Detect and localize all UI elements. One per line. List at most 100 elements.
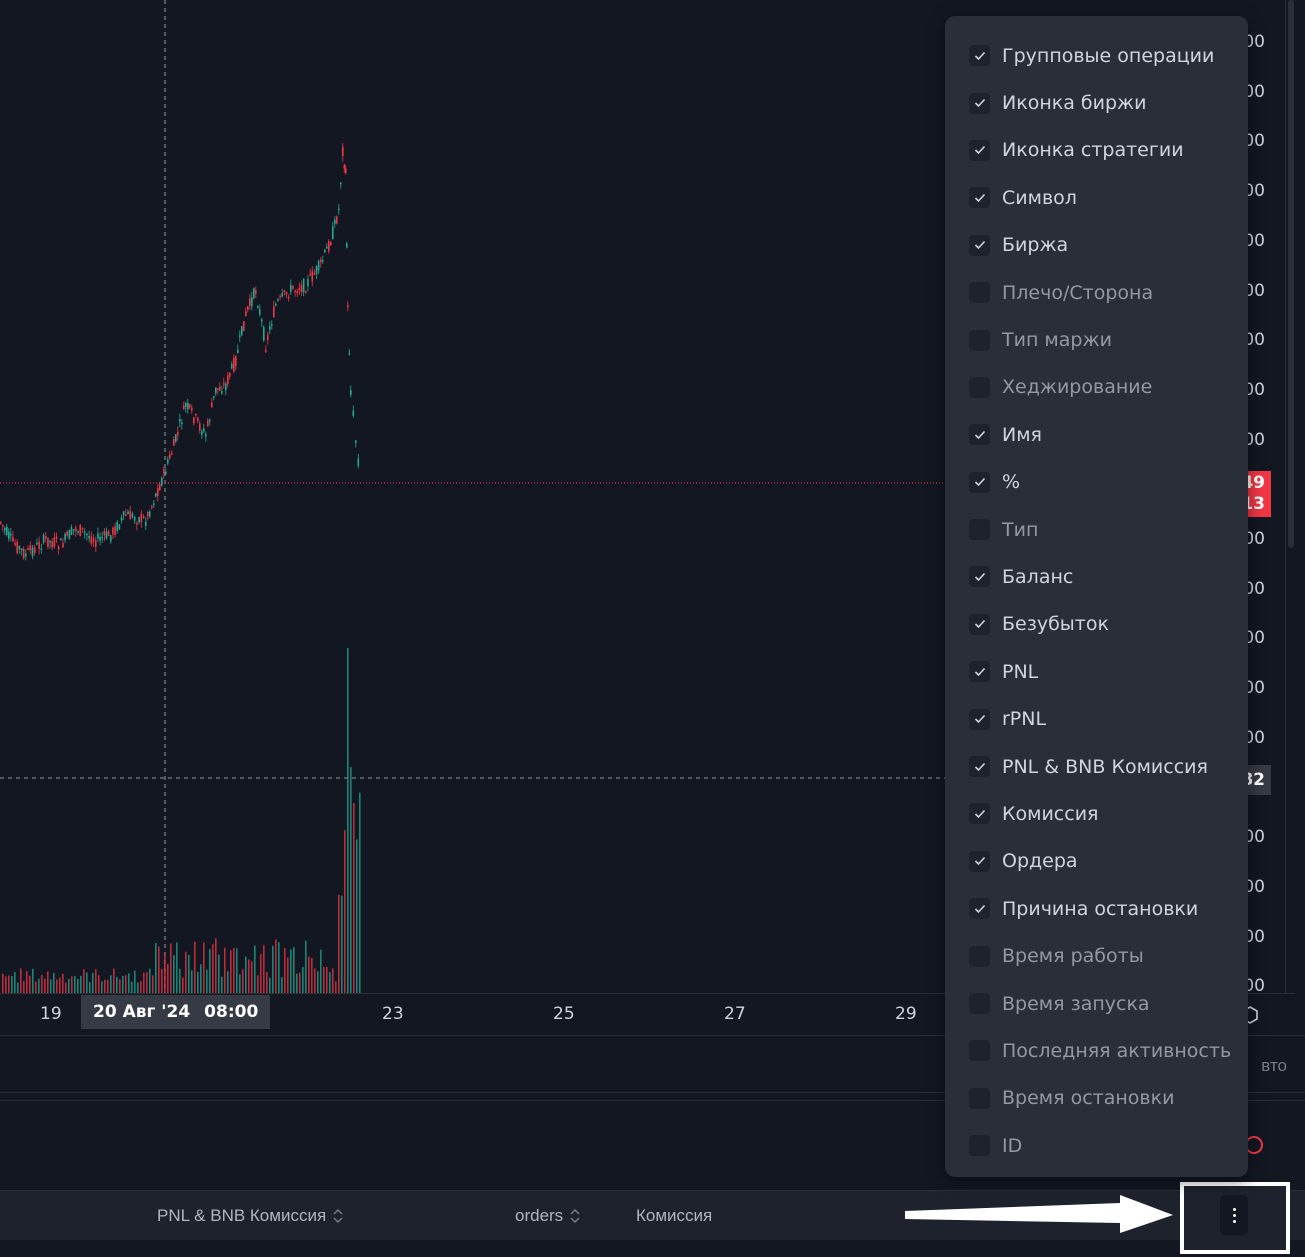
column-toggle-item[interactable]: Иконка биржи <box>945 79 1248 126</box>
candle-body <box>101 537 104 539</box>
checkbox[interactable] <box>969 756 990 778</box>
checkbox[interactable] <box>969 945 990 967</box>
column-toggle-item[interactable]: % <box>945 459 1248 506</box>
checkbox[interactable] <box>969 471 990 493</box>
column-toggle-item[interactable]: Ордера <box>945 838 1248 885</box>
volume-bar <box>212 944 214 993</box>
right-scrollbar[interactable] <box>1285 0 1295 1035</box>
column-toggle-item[interactable]: PNL <box>945 648 1248 695</box>
candle-body <box>269 326 271 330</box>
candle-body <box>332 226 334 240</box>
column-toggle-item[interactable]: rPNL <box>945 695 1248 742</box>
checkbox[interactable] <box>969 1040 990 1062</box>
volume-bar <box>182 977 184 993</box>
checkbox[interactable] <box>969 613 990 635</box>
candle-body <box>285 291 288 295</box>
column-toggle-item[interactable]: PNL & BNB Комиссия <box>945 743 1248 790</box>
checkbox[interactable] <box>969 424 990 446</box>
volume-bar <box>356 839 358 993</box>
volume-bar <box>173 955 175 993</box>
checkbox[interactable] <box>969 993 990 1014</box>
checkbox[interactable] <box>969 661 990 683</box>
scrollbar-thumb[interactable] <box>1288 0 1294 548</box>
volume-bar <box>38 978 40 993</box>
checkbox[interactable] <box>969 329 990 351</box>
candle-body <box>116 521 119 532</box>
candle-body <box>51 541 54 548</box>
candle-body <box>241 326 243 336</box>
volume-bar <box>323 967 325 993</box>
column-header-orders[interactable]: orders <box>515 1206 581 1226</box>
candle-body <box>92 538 95 542</box>
candle-body <box>345 168 347 173</box>
column-toggle-item[interactable]: Тип <box>945 506 1248 553</box>
column-toggle-item[interactable]: Иконка стратегии <box>945 127 1248 174</box>
volume-bar <box>332 968 334 993</box>
column-toggle-item[interactable]: Биржа <box>945 222 1248 269</box>
more-vertical-icon[interactable] <box>1220 1195 1248 1235</box>
checkbox[interactable] <box>969 519 990 541</box>
checkbox[interactable] <box>969 850 990 872</box>
candle-body <box>279 295 281 298</box>
checkbox[interactable] <box>969 92 990 114</box>
checkbox[interactable] <box>969 45 990 67</box>
volume-bar <box>314 968 316 993</box>
checkbox[interactable] <box>969 139 990 161</box>
check-icon <box>974 809 985 819</box>
column-toggle-item[interactable]: Время работы <box>945 932 1248 979</box>
column-toggle-item[interactable]: Символ <box>945 174 1248 221</box>
column-toggle-item[interactable]: Баланс <box>945 553 1248 600</box>
checkbox[interactable] <box>969 803 990 825</box>
volume-bar <box>11 975 13 993</box>
checkbox[interactable] <box>969 234 990 256</box>
volume-bar <box>131 981 133 993</box>
column-toggle-label: Плечо/Сторона <box>1002 281 1154 304</box>
checkbox[interactable] <box>969 282 990 304</box>
candle-body <box>79 524 82 537</box>
candle-body <box>199 423 201 431</box>
candle-body <box>346 243 348 248</box>
column-toggle-item[interactable]: ID <box>945 1122 1248 1169</box>
column-toggle-item[interactable]: Время остановки <box>945 1075 1248 1122</box>
column-toggle-item[interactable]: Тип маржи <box>945 316 1248 363</box>
candle-body <box>334 219 336 224</box>
column-toggle-item[interactable]: Имя <box>945 411 1248 458</box>
column-toggle-label: Тип маржи <box>1002 329 1112 352</box>
checkbox[interactable] <box>969 898 990 920</box>
volume-bar <box>302 967 304 993</box>
candle-body <box>221 391 223 394</box>
column-header-pnl-bnb[interactable]: PNL & BNB Комиссия <box>157 1206 344 1226</box>
column-toggle-item[interactable]: Плечо/Сторона <box>945 269 1248 316</box>
column-toggle-item[interactable]: Причина остановки <box>945 885 1248 932</box>
column-toggle-item[interactable]: Комиссия <box>945 790 1248 837</box>
candlestick-chart-canvas[interactable] <box>0 0 1295 993</box>
column-toggle-item[interactable]: Время запуска <box>945 980 1248 1027</box>
candle-body <box>27 548 29 550</box>
candle-body <box>322 260 324 262</box>
checkbox[interactable] <box>969 376 990 398</box>
auto-scale-button[interactable]: вто <box>1261 1056 1287 1075</box>
checkbox[interactable] <box>969 566 990 588</box>
candle-body <box>267 334 269 340</box>
checkbox[interactable] <box>969 1135 990 1157</box>
column-toggle-item[interactable]: Хеджирование <box>945 364 1248 411</box>
volume-bar <box>284 947 286 993</box>
column-toggle-label: Символ <box>1002 186 1077 209</box>
candle-body <box>114 526 116 535</box>
column-toggle-item[interactable]: Последняя активность <box>945 1027 1248 1074</box>
volume-bar <box>74 975 76 993</box>
column-toggle-item[interactable]: Групповые операции <box>945 32 1248 79</box>
column-toggle-label: Время запуска <box>1002 992 1150 1015</box>
checkbox[interactable] <box>969 708 990 730</box>
candle-body <box>305 291 307 294</box>
price-axis-label: 00 <box>1243 976 1265 997</box>
candle-body <box>177 432 179 436</box>
column-header-commission[interactable]: Комиссия <box>636 1206 713 1225</box>
checkbox[interactable] <box>969 1087 990 1109</box>
column-toggle-item[interactable]: Безубыток <box>945 601 1248 648</box>
checkbox[interactable] <box>969 187 990 209</box>
column-toggle-label: PNL & BNB Комиссия <box>1002 755 1208 778</box>
volume-bar <box>197 971 199 993</box>
volume-bar <box>305 940 307 993</box>
candle-body <box>155 493 157 497</box>
